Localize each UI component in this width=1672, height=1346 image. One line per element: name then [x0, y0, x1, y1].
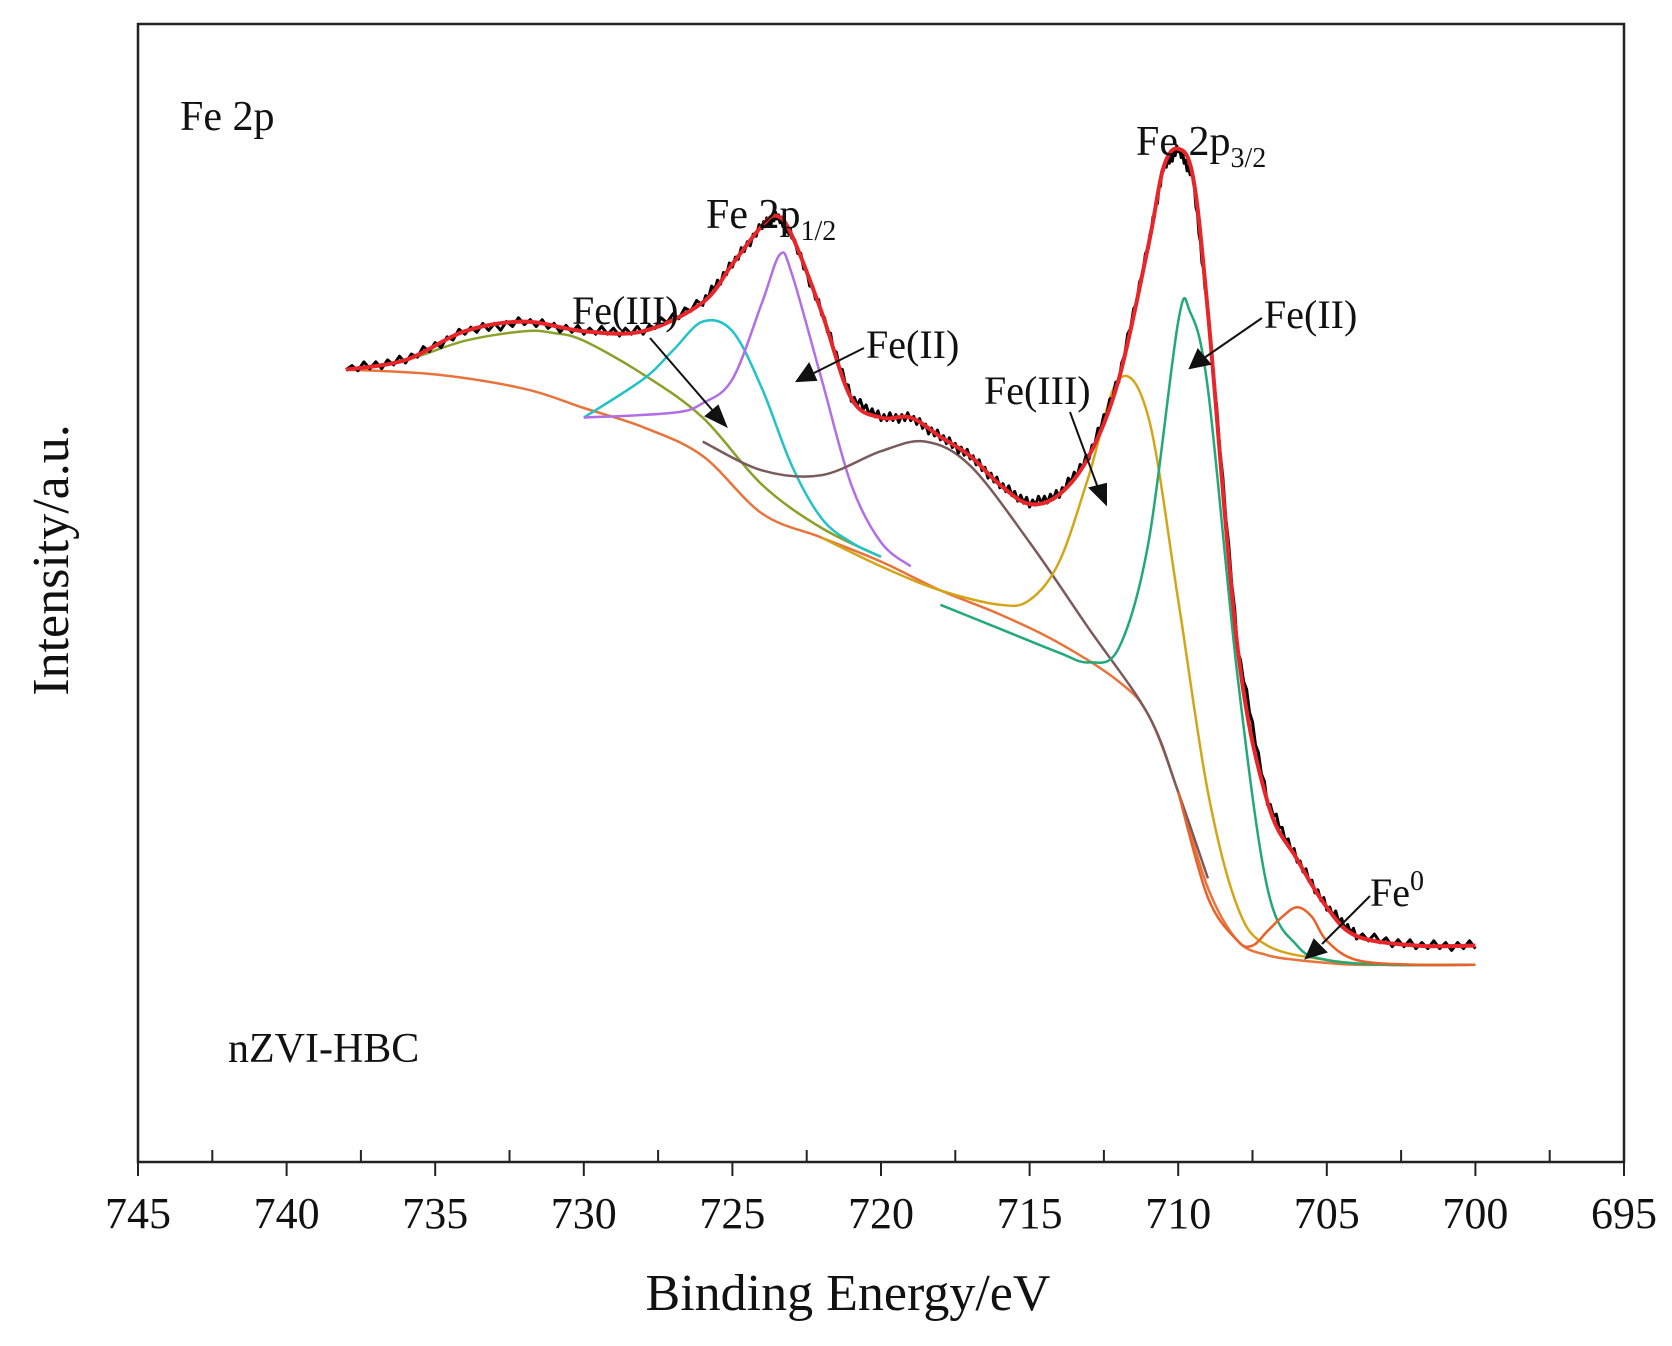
element-label: Fe 2p	[180, 94, 275, 140]
arrow-fe2-left	[811, 347, 865, 375]
x-tick-label: 735	[402, 1189, 468, 1238]
x-tick-label: 745	[105, 1189, 171, 1238]
series-line-component-5	[583, 251, 912, 568]
component-label-fe2-left: Fe(II)	[866, 322, 959, 367]
peak-label-2p3-2-main: Fe 2p	[1136, 119, 1231, 165]
series-line-component-7	[821, 374, 1476, 967]
component-label-fe3-left: Fe(III)	[572, 288, 679, 333]
arrow-fe2-right	[1203, 317, 1263, 359]
sample-label: nZVI-HBC	[228, 1026, 419, 1072]
x-tick-label: 695	[1591, 1189, 1657, 1238]
peak-label-2p3-2: Fe 2p3/2	[1136, 119, 1266, 174]
series-line-component-4	[583, 318, 882, 558]
x-tick-label: 710	[1145, 1189, 1211, 1238]
plot-frame	[136, 22, 1626, 1164]
x-tick-label: 725	[699, 1189, 765, 1238]
series-line-raw-data-0	[345, 144, 1477, 952]
series-line-component-9	[1176, 791, 1476, 967]
arrowhead-fe0	[1304, 938, 1328, 960]
arrow-fe3-right	[1069, 411, 1099, 489]
arrowhead-fe2-left	[794, 361, 818, 383]
component-label-fe0-main: Fe	[1370, 870, 1410, 915]
x-axis-ticks	[137, 1150, 1625, 1176]
peak-label-2p1-2-sub: 1/2	[801, 216, 837, 247]
arrowhead-fe3-left	[704, 404, 728, 429]
component-label-fe2-right: Fe(II)	[1264, 292, 1357, 337]
arrow-fe0	[1321, 895, 1371, 945]
peak-label-2p1-2: Fe 2p1/2	[706, 192, 836, 247]
x-tick-label: 705	[1294, 1189, 1360, 1238]
component-label-fe3-right: Fe(III)	[984, 368, 1091, 413]
peak-label-2p3-2-sub: 3/2	[1231, 143, 1267, 174]
component-label-fe0-sup: 0	[1410, 866, 1424, 897]
series-line-fitted-envelope-1	[345, 146, 1476, 949]
y-axis-title: Intensity/a.u.	[23, 424, 80, 696]
x-tick-label: 715	[997, 1189, 1063, 1238]
series-line-component-6	[702, 439, 1210, 879]
x-tick-label: 700	[1442, 1189, 1508, 1238]
series-line-background-2	[345, 368, 1476, 967]
x-tick-label: 720	[848, 1189, 914, 1238]
series-group	[345, 144, 1477, 967]
arrowhead-fe2-right	[1188, 348, 1212, 370]
peak-label-2p1-2-main: Fe 2p	[706, 192, 801, 238]
x-tick-label: 740	[254, 1189, 320, 1238]
component-label-fe0: Fe0	[1370, 866, 1424, 915]
x-axis-title: Binding Energy/eV	[646, 1265, 1051, 1322]
arrow-fe3-left	[649, 337, 715, 413]
x-axis-tick-labels: 745 740 735 730 725 720 715 710 705 700 695	[105, 1189, 1657, 1238]
x-tick-label: 730	[551, 1189, 617, 1238]
series-line-component-8	[939, 296, 1476, 967]
arrowhead-fe3-right	[1088, 482, 1107, 507]
annotation-arrows	[649, 317, 1371, 960]
series-line-component-3	[345, 329, 882, 558]
